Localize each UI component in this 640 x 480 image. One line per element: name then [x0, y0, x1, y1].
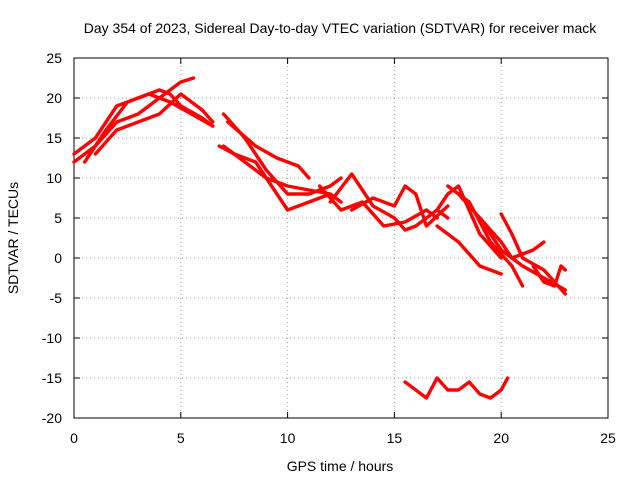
y-tick-label: -10	[42, 330, 62, 346]
x-tick-labels: 0 5 10 15 20 25	[70, 430, 616, 446]
series-track-7	[217, 144, 332, 212]
x-axis-label: GPS time / hours	[287, 458, 394, 474]
series-track-5	[221, 144, 343, 204]
series-track-12	[435, 184, 503, 260]
y-tick-label: -5	[50, 290, 63, 306]
y-tick-label: 15	[46, 130, 62, 146]
y-tick-label: 10	[46, 170, 62, 186]
x-tick-label: 10	[280, 430, 296, 446]
series-track-6	[221, 112, 343, 196]
plot-frame	[73, 57, 609, 419]
chart-title: Day 354 of 2023, Sidereal Day-to-day VTE…	[84, 20, 597, 36]
y-tick-label: -15	[42, 370, 62, 386]
axis-ticks	[73, 57, 609, 419]
x-tick-label: 15	[387, 430, 403, 446]
y-tick-label: 20	[46, 90, 62, 106]
y-tick-label: 5	[54, 210, 62, 226]
series-track-18	[531, 264, 567, 288]
y-tick-labels: 25 20 15 10 5 0 -5 -10 -15 -20	[42, 50, 62, 426]
series-track-4	[93, 92, 215, 156]
series-track-3	[82, 92, 215, 164]
series-track-16	[478, 216, 546, 260]
y-tick-label: 25	[46, 50, 62, 66]
x-tick-label: 20	[493, 430, 509, 446]
x-tick-label: 0	[70, 430, 78, 446]
x-tick-label: 5	[177, 430, 185, 446]
data-series	[72, 76, 567, 400]
grid-lines	[74, 58, 608, 418]
y-tick-label: 0	[54, 250, 62, 266]
series-track-19	[403, 376, 510, 400]
y-tick-label: -20	[42, 410, 62, 426]
series-track-14	[435, 224, 503, 276]
series-track-2	[72, 88, 215, 156]
x-tick-label: 25	[600, 430, 616, 446]
series-track-10	[317, 184, 439, 228]
y-axis-label: SDTVAR / TECUs	[5, 182, 21, 294]
series-track-8	[226, 120, 311, 180]
series-track-11	[350, 184, 450, 228]
